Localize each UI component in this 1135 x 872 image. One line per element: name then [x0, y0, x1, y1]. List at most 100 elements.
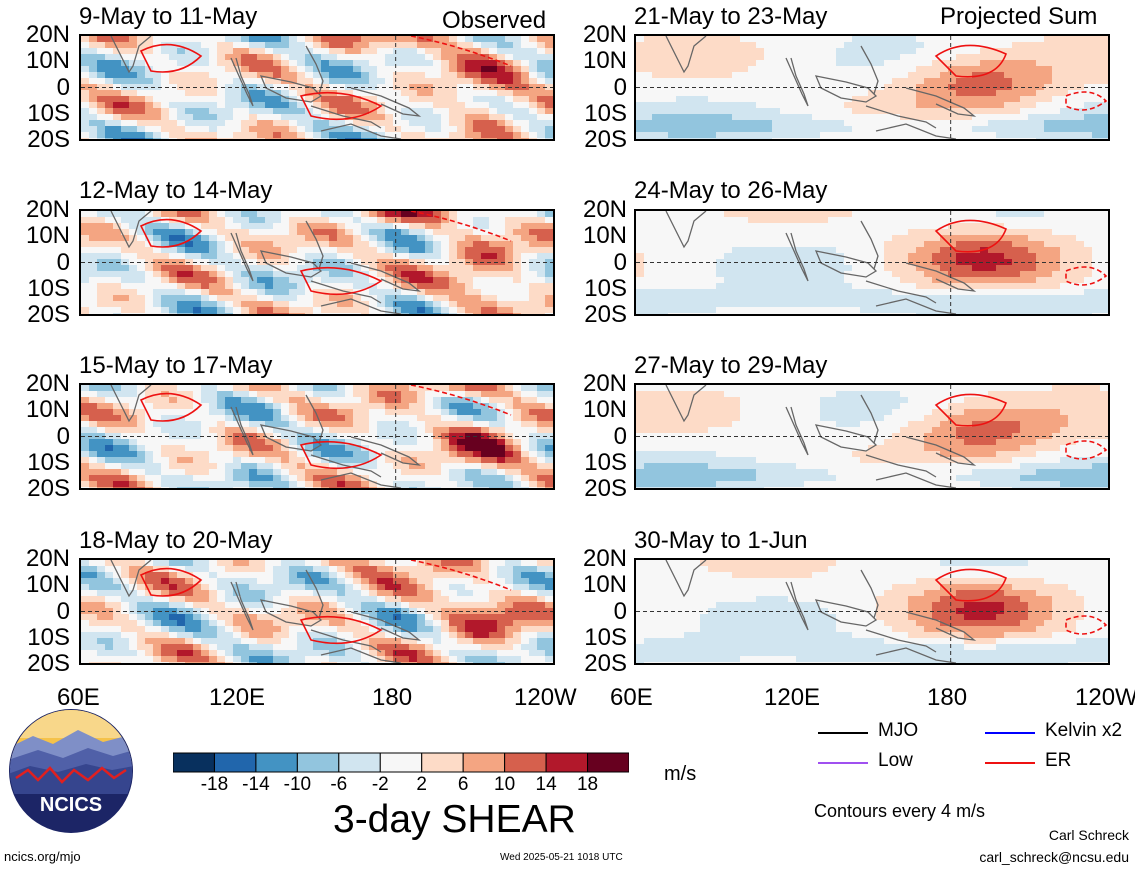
coastline-4	[320, 472, 402, 488]
lat-label-left-r2-2: 0	[56, 249, 70, 276]
coastline-6	[350, 87, 422, 117]
er-contour-0	[139, 218, 203, 248]
er-contour-1	[1065, 91, 1108, 111]
coastline-3	[310, 280, 382, 304]
coastline-4	[320, 298, 402, 314]
lat-label-right-r2-2: 0	[613, 249, 627, 276]
lon-label-180-left: 180	[372, 684, 413, 711]
lat-label-right-r4-2: 0	[613, 598, 627, 625]
coastline-0	[110, 560, 152, 598]
coastline-2	[259, 250, 323, 278]
lat-label-right-r1-1: 10N	[582, 47, 627, 74]
lat-label-right-r4-1: 10N	[582, 571, 627, 598]
coastline-3	[310, 629, 382, 653]
map-panel-1	[79, 34, 555, 141]
coastline-2	[814, 250, 878, 278]
colorbar-swatch-5	[379, 752, 423, 773]
author-email: carl_schreck@ncsu.edu	[979, 849, 1129, 865]
lat-label-right-r2-4: 20S	[584, 301, 627, 328]
panel-title-4: 18-May to 20-May	[79, 527, 273, 554]
panel-tag-observed: Observed	[442, 7, 547, 34]
panel-title-6: 24-May to 26-May	[634, 177, 828, 204]
lat-label-right-r4-3: 10S	[584, 624, 627, 651]
colorbar-tick-1: -14	[242, 774, 270, 795]
coastline-6	[905, 262, 977, 292]
panel-title-5: 21-May to 23-May	[634, 3, 828, 30]
coastline-2	[814, 599, 878, 627]
colorbar-swatch-2	[255, 752, 298, 773]
coastline-2	[259, 75, 323, 103]
er-contour-0	[139, 43, 203, 73]
lat-label-right-r1-4: 20S	[584, 126, 627, 153]
coastline-4	[320, 647, 402, 663]
lat-label-left-r4-1: 10N	[25, 571, 70, 598]
lat-label-right-r2-1: 10N	[582, 222, 627, 249]
coastline-3	[865, 105, 937, 129]
coastline-6	[350, 436, 422, 466]
colorbar-tick-8: 14	[535, 774, 557, 795]
colorbar-tick-2: -10	[283, 774, 312, 795]
panel-title-3: 15-May to 17-May	[79, 352, 273, 379]
lat-label-right-r1-3: 10S	[584, 100, 627, 127]
lat-label-right-r3-1: 10N	[582, 396, 627, 423]
lon-label-120e-left: 120E	[209, 684, 266, 711]
timestamp: Wed 2025-05-21 1018 UTC	[500, 852, 623, 863]
colorbar-swatch-4	[338, 752, 381, 773]
lon-label-120w-left: 120W	[514, 684, 577, 711]
lon-label-120w-right: 120W	[1075, 684, 1135, 711]
lat-label-left-r1-1: 10N	[25, 47, 70, 74]
coastline-4	[875, 123, 957, 139]
lon-label-60e-right: 60E	[610, 684, 653, 711]
lat-label-left-r1-3: 10S	[27, 100, 70, 127]
colorbar	[172, 752, 630, 779]
coastline-3	[865, 280, 937, 304]
map-panel-8	[634, 558, 1110, 665]
panel-title-8: 30-May to 1-Jun	[634, 527, 808, 554]
lat-label-left-r1-0: 20N	[25, 21, 70, 48]
er-contour-0	[934, 568, 1008, 602]
coastline-3	[865, 454, 937, 478]
er-contour-0	[139, 392, 203, 422]
colorbar-swatch-7	[462, 752, 506, 773]
legend-line-kelvin	[985, 732, 1035, 734]
coastline-1	[230, 581, 254, 631]
lat-label-right-r3-3: 10S	[584, 449, 627, 476]
er-contour-0	[934, 44, 1008, 78]
coastline-0	[110, 36, 152, 74]
colorbar-swatch-3	[296, 752, 340, 773]
er-contour-1	[299, 615, 383, 645]
lat-label-left-r3-4: 20S	[27, 475, 70, 502]
lat-label-left-r4-0: 20N	[25, 545, 70, 572]
lat-label-left-r4-4: 20S	[27, 650, 70, 677]
panel-title-1: 9-May to 11-May	[79, 3, 258, 30]
coastline-0	[665, 211, 707, 249]
legend-label-mjo: MJO	[878, 720, 919, 741]
legend-line-er	[985, 762, 1035, 764]
er-contour-2	[410, 36, 512, 67]
er-contour-0	[934, 219, 1008, 253]
colorbar-tick-7: 10	[494, 774, 516, 795]
ncics-logo: NCICS	[8, 708, 134, 834]
lat-label-left-r1-2: 0	[56, 74, 70, 101]
coastline-1	[785, 581, 809, 631]
lat-label-left-r2-3: 10S	[27, 275, 70, 302]
lat-label-left-r3-2: 0	[56, 423, 70, 450]
lat-label-left-r2-4: 20S	[27, 301, 70, 328]
coastline-0	[665, 36, 707, 74]
lat-label-left-r3-3: 10S	[27, 449, 70, 476]
lat-label-left-r2-1: 10N	[25, 222, 70, 249]
er-contour-2	[410, 211, 512, 242]
coastline-6	[350, 611, 422, 641]
map-panel-2	[79, 209, 555, 316]
colorbar-swatch-6	[421, 752, 464, 773]
er-contour-1	[1065, 266, 1108, 286]
coastline-6	[905, 87, 977, 117]
coastline-0	[110, 211, 152, 249]
coastline-0	[665, 560, 707, 598]
lat-label-right-r2-0: 20N	[582, 196, 627, 223]
lon-label-60e-left: 60E	[57, 684, 100, 711]
lon-label-180-right: 180	[927, 684, 968, 711]
coastline-4	[875, 298, 957, 314]
legend-label-kelvin: Kelvin x2	[1045, 720, 1123, 741]
coastline-1	[785, 57, 809, 107]
